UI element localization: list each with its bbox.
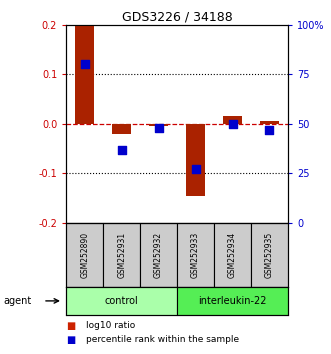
Point (267, 127, 272, 133)
Bar (214, 223, 251, 287)
Text: GSM252933: GSM252933 (191, 232, 200, 278)
Text: control: control (105, 296, 138, 306)
Point (82, 62, 87, 67)
Text: ■: ■ (66, 335, 75, 345)
Point (119, 147, 124, 153)
Title: GDS3226 / 34188: GDS3226 / 34188 (122, 11, 232, 24)
Bar (140, 223, 177, 287)
Bar (260, 121, 279, 124)
Bar (251, 223, 288, 287)
Text: GSM252932: GSM252932 (154, 232, 163, 278)
Bar (75, 25, 94, 124)
Bar (66, 223, 103, 287)
Bar (113, 124, 131, 134)
Text: interleukin-22: interleukin-22 (198, 296, 267, 306)
Bar (177, 287, 288, 315)
Bar (177, 223, 214, 287)
Text: agent: agent (3, 296, 31, 306)
Text: log10 ratio: log10 ratio (86, 321, 135, 330)
Bar (66, 287, 177, 315)
Text: percentile rank within the sample: percentile rank within the sample (86, 335, 239, 344)
Bar (103, 223, 140, 287)
Text: ■: ■ (66, 321, 75, 331)
Bar (223, 116, 242, 124)
Point (230, 121, 235, 127)
Point (156, 125, 161, 131)
Text: GSM252934: GSM252934 (228, 232, 237, 278)
Text: GSM252935: GSM252935 (265, 232, 274, 278)
Point (193, 167, 198, 172)
Text: GSM252890: GSM252890 (80, 232, 89, 278)
Bar (186, 124, 205, 196)
Text: GSM252931: GSM252931 (117, 232, 126, 278)
Bar (149, 124, 168, 126)
